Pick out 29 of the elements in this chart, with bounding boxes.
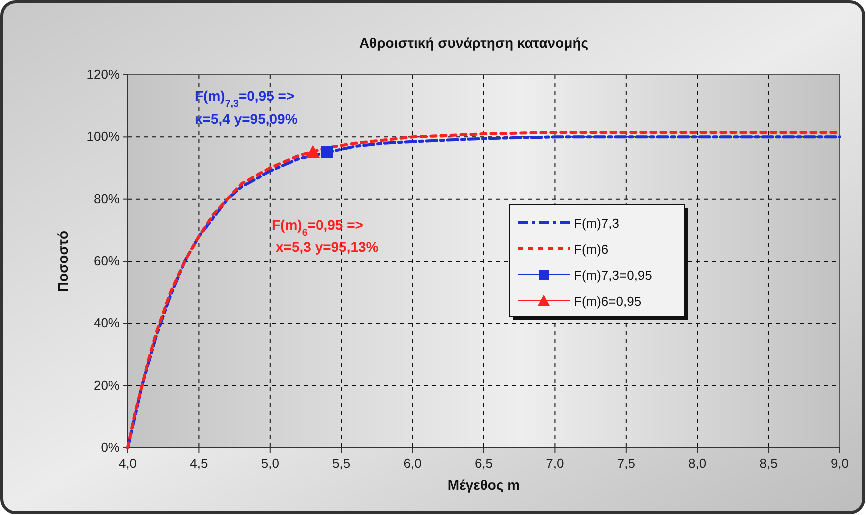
x-tick-label: 5,0 (261, 456, 280, 471)
x-tick-label: 7,5 (617, 456, 636, 471)
y-tick-label: 80% (94, 191, 120, 206)
x-tick-label: 5,5 (332, 456, 351, 471)
x-tick-label: 8,0 (688, 456, 707, 471)
annotation: F(m)$_{7,3}$=0,95 => (195, 88, 295, 110)
legend-label: F(m)7,3=0,95 (574, 268, 652, 283)
y-tick-label: 60% (94, 254, 120, 268)
legend-label: F(m)7,3 (574, 216, 620, 231)
x-tick-label: 9,0 (830, 456, 850, 471)
x-tick-label: 6,0 (404, 456, 422, 471)
x-tick-label: 4,5 (190, 456, 208, 471)
y-tick-label: 20% (94, 378, 120, 393)
legend-label: F(m)6=0,95 (574, 294, 642, 309)
x-tick-label: 7,0 (546, 456, 564, 471)
y-tick-label: 0% (101, 440, 120, 455)
legend-label: F(m)6 (574, 242, 609, 257)
annotation: F(m)$_{6}$=0,95 => (272, 217, 364, 238)
annotation: κ=5,4 y=95,09% (195, 111, 298, 127)
x-tick-label: 8,5 (760, 456, 778, 471)
y-tick-label: 120% (86, 67, 120, 82)
x-axis-title: Μέγεθος m (448, 477, 520, 493)
annotation: x=5,3 y=95,13% (276, 239, 380, 255)
y-axis-title: Ποσοστό (55, 230, 71, 292)
y-tick-label: 40% (94, 316, 120, 331)
x-tick-label: 6,5 (474, 456, 494, 471)
y-tick-label: 100% (86, 129, 120, 144)
chart-title: Αθροιστική συνάρτηση κατανομής (359, 35, 589, 51)
x-tick-label: 4,0 (118, 456, 138, 471)
